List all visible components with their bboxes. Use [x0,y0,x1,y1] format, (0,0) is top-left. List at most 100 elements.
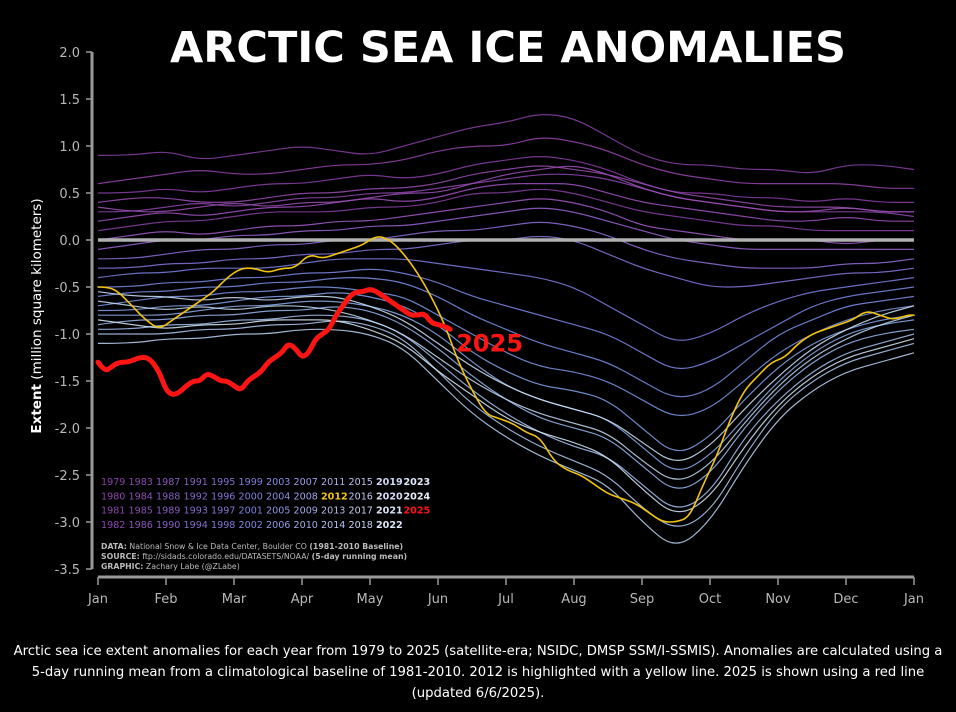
x-tick-label: Jan [903,592,924,607]
x-tick-label: May [357,592,384,607]
legend-year-2003: 2003 [266,477,290,488]
legend-year-1987: 1987 [156,477,180,488]
year-series-line [97,165,914,213]
legend-year-2016: 2016 [349,491,373,502]
legend-year-2005: 2005 [266,506,290,517]
y-tick-label: 1.0 [59,140,80,155]
year-series-line [97,276,915,398]
y-tick-label: 1.5 [59,93,80,108]
source-note-line: GRAPHIC: Zachary Labe (@ZLabe) [101,562,240,571]
figure-caption: Arctic sea ice extent anomalies for each… [13,644,943,701]
year-series-line [97,188,914,232]
year-series-line [97,114,915,174]
legend-year-2009: 2009 [294,506,318,517]
chart-title: ARCTIC SEA ICE ANOMALIES [170,23,846,73]
x-tick-label: Jul [497,592,514,607]
x-tick-label: Nov [765,592,791,607]
y-tick-label: -3.0 [55,516,80,531]
legend-year-2012: 2012 [321,491,348,502]
x-tick-label: Oct [699,592,721,607]
series-2025-label: 2025 [456,329,523,357]
axes: 2.0 1.5 1.0 0.5 0.0 -0.5 -1.0 -1.5 -2.0 -2.5 -3.0 -… [55,46,924,607]
legend-year-1993: 1993 [184,506,208,517]
legend-year-2004: 2004 [266,491,290,502]
note-text: Zachary Labe (@ZLabe) [143,562,239,571]
legend-year-1990: 1990 [156,520,180,531]
note-text: National Snow & Ice Data Center, Boulder… [127,542,309,551]
legend-year-2008: 2008 [294,491,318,502]
legend-year-2013: 2013 [321,506,345,517]
year-series-line [97,268,915,370]
year-series-line [97,137,914,189]
legend-year-1998: 1998 [211,520,235,531]
legend-year-2010: 2010 [294,520,318,531]
y-axis-label-bold: Extent [29,383,45,433]
x-tick-label: Sep [630,592,655,607]
legend-year-1991: 1991 [184,477,208,488]
x-tick-label: Jan [87,592,108,607]
legend-year-2018: 2018 [349,520,373,531]
note-detail: (1981-2010 Baseline) [309,542,403,551]
y-axis-label: Extent (million square kilometers) [29,198,45,433]
legend-year-2015: 2015 [349,477,373,488]
legend-year-2011: 2011 [321,477,345,488]
plot-area: 2025 [95,114,915,544]
y-tick-label: -1.0 [55,328,80,343]
legend-year-2017: 2017 [349,506,373,517]
y-tick-label: 2.0 [59,46,80,61]
year-series-line [97,319,915,513]
legend-year-1983: 1983 [129,477,153,488]
x-tick-label: Feb [154,592,177,607]
x-tick-label: Aug [561,592,586,607]
legend-year-2021: 2021 [376,506,403,517]
x-tick-label: Mar [222,592,247,607]
source-note-line: SOURCE: ftp://sidads.colorado.edu/DATASE… [101,552,407,561]
legend-year-1997: 1997 [211,506,235,517]
legend-year-2025: 2025 [404,506,431,517]
legend-year-1994: 1994 [184,520,208,531]
x-tick-label: Dec [833,592,858,607]
legend: 1979 1983 1987 1991 1995 1999 2003 2007 2011 2015… [101,477,431,531]
year-series-line [97,165,914,213]
series-2025-line [95,287,453,397]
year-series-line [98,320,915,527]
y-axis-label-rest: (million square kilometers) [29,198,45,379]
legend-year-1995: 1995 [211,477,235,488]
legend-year-1981: 1981 [101,506,125,517]
legend-year-1982: 1982 [101,520,125,531]
legend-year-1989: 1989 [156,506,180,517]
y-tick-label: -2.0 [55,422,80,437]
legend-year-1999: 1999 [239,477,263,488]
series-2012-line [97,236,915,523]
note-label: GRAPHIC: [101,562,143,571]
year-series-line [97,156,914,203]
year-series-line [97,300,915,480]
x-tick-label: Apr [291,592,314,607]
legend-year-2022: 2022 [376,520,403,531]
year-series-line [97,207,914,251]
legend-year-2006: 2006 [266,520,290,531]
y-tick-label: -0.5 [55,281,80,296]
legend-year-1980: 1980 [101,491,125,502]
legend-year-2007: 2007 [294,477,318,488]
legend-year-1996: 1996 [211,491,235,502]
note-label: DATA: [101,542,127,551]
note-label: SOURCE: [101,552,140,561]
source-note-line: DATA: National Snow & Ice Data Center, B… [101,542,403,551]
year-series-line [97,328,915,544]
y-tick-label: -1.5 [55,375,80,390]
year-series-line [97,173,915,218]
legend-year-2002: 2002 [239,520,263,531]
year-series-line [97,286,915,417]
legend-year-2001: 2001 [239,506,263,517]
year-series-line [97,291,915,461]
y-tick-label: -3.5 [55,563,80,578]
legend-year-2024: 2024 [404,491,431,502]
legend-year-2014: 2014 [321,520,345,531]
legend-year-1979: 1979 [101,477,125,488]
legend-year-1984: 1984 [129,491,153,502]
legend-year-1985: 1985 [129,506,153,517]
note-detail: (5-day running mean) [312,552,407,561]
legend-year-1986: 1986 [129,520,153,531]
legend-year-1992: 1992 [184,491,208,502]
